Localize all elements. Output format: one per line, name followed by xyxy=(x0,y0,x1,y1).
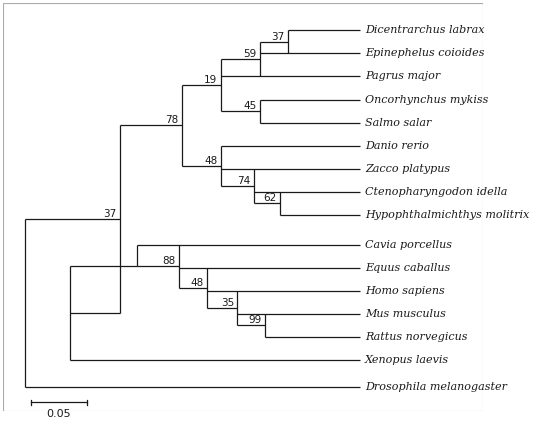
Text: Salmo salar: Salmo salar xyxy=(365,118,431,127)
Text: Cavia porcellus: Cavia porcellus xyxy=(365,240,452,250)
Text: 48: 48 xyxy=(204,156,217,166)
Text: Dicentrarchus labrax: Dicentrarchus labrax xyxy=(365,25,484,35)
Text: Homo sapiens: Homo sapiens xyxy=(365,286,444,296)
Text: Equus caballus: Equus caballus xyxy=(365,262,450,273)
Text: Pagrus major: Pagrus major xyxy=(365,71,440,81)
Text: 0.05: 0.05 xyxy=(46,409,71,419)
Bar xyxy=(3,3,483,411)
Text: 99: 99 xyxy=(249,315,262,325)
Text: 37: 37 xyxy=(104,209,117,219)
Text: Xenopus laevis: Xenopus laevis xyxy=(365,355,449,365)
Text: 88: 88 xyxy=(163,256,176,266)
Text: Ctenopharyngodon idella: Ctenopharyngodon idella xyxy=(365,187,507,197)
Text: 48: 48 xyxy=(191,278,204,288)
Text: Zacco platypus: Zacco platypus xyxy=(365,164,450,173)
Text: 78: 78 xyxy=(165,116,178,125)
Text: 45: 45 xyxy=(243,101,257,111)
Text: Rattus norvegicus: Rattus norvegicus xyxy=(365,332,467,342)
Text: Mus musculus: Mus musculus xyxy=(365,309,446,319)
Text: 59: 59 xyxy=(243,49,257,59)
Text: 35: 35 xyxy=(221,298,234,308)
Text: 37: 37 xyxy=(271,32,284,42)
Text: Drosophila melanogaster: Drosophila melanogaster xyxy=(365,382,507,392)
Text: Oncorhynchus mykiss: Oncorhynchus mykiss xyxy=(365,95,488,105)
Text: Hypophthalmichthys molitrix: Hypophthalmichthys molitrix xyxy=(365,210,529,220)
Text: 74: 74 xyxy=(238,176,251,186)
Text: 19: 19 xyxy=(204,75,217,85)
Text: 62: 62 xyxy=(263,193,277,203)
Text: Epinephelus coioides: Epinephelus coioides xyxy=(365,49,484,59)
Text: Danio rerio: Danio rerio xyxy=(365,141,429,151)
